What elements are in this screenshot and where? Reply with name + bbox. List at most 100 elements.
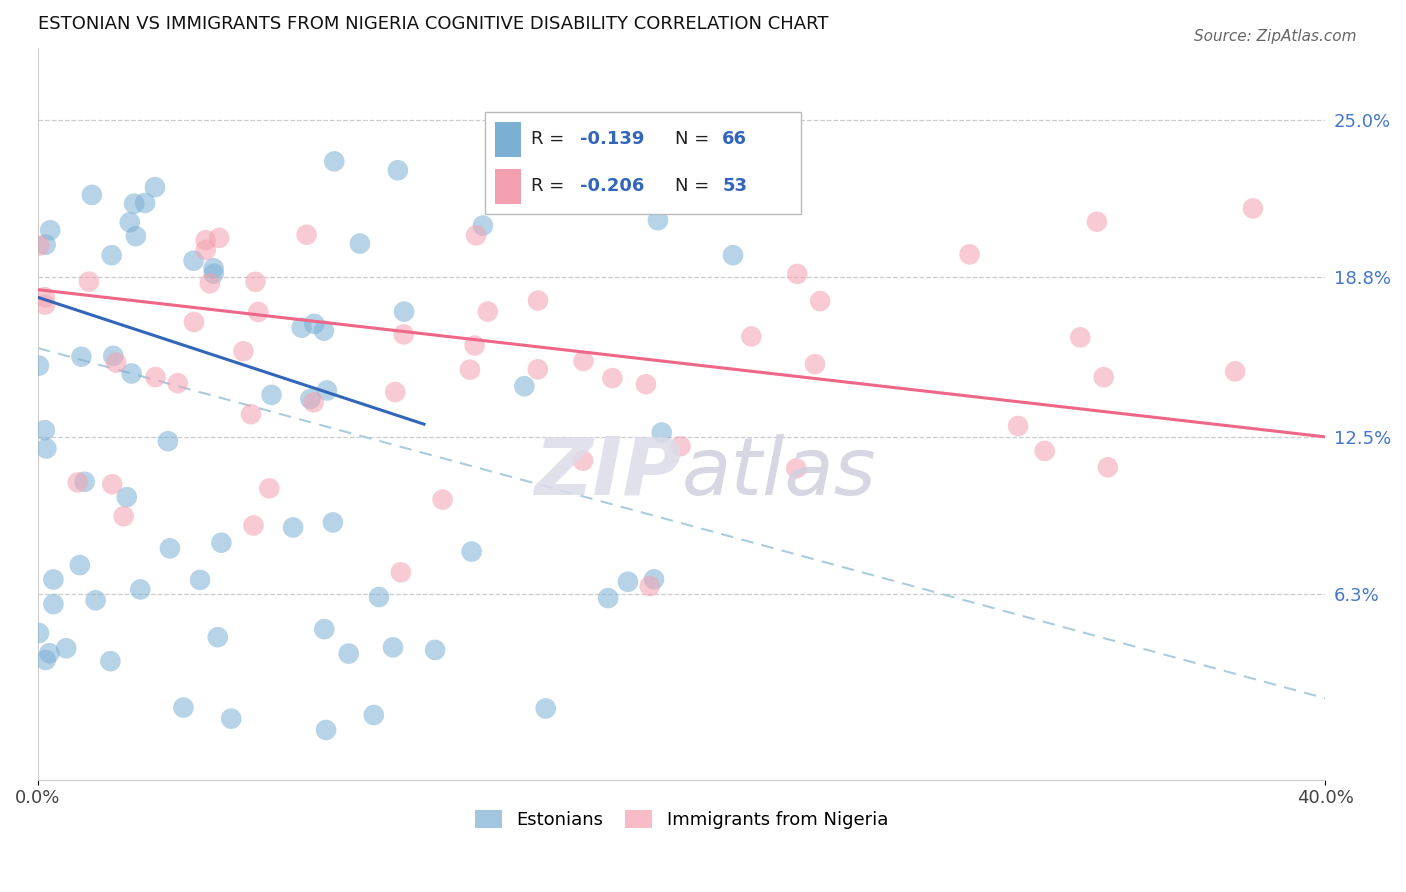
- Point: [785, 461, 807, 475]
- Point: [198, 277, 221, 291]
- Point: [156, 434, 179, 449]
- Point: [1097, 460, 1119, 475]
- Point: [381, 640, 404, 655]
- Text: 53: 53: [723, 178, 748, 195]
- Point: [432, 492, 454, 507]
- Point: [188, 573, 211, 587]
- Point: [323, 154, 346, 169]
- Point: [638, 579, 661, 593]
- Text: ZIP: ZIP: [534, 434, 682, 511]
- Point: [669, 439, 692, 453]
- Point: [232, 344, 254, 359]
- Point: [464, 338, 486, 352]
- Text: ESTONIAN VS IMMIGRANTS FROM NIGERIA COGNITIVE DISABILITY CORRELATION CHART: ESTONIAN VS IMMIGRANTS FROM NIGERIA COGN…: [38, 15, 828, 33]
- Point: [129, 582, 152, 597]
- Point: [316, 384, 339, 398]
- Point: [299, 392, 322, 406]
- Point: [134, 196, 156, 211]
- Point: [322, 516, 344, 530]
- Point: [100, 248, 122, 262]
- Point: [295, 227, 318, 242]
- Text: Source: ZipAtlas.com: Source: ZipAtlas.com: [1194, 29, 1357, 44]
- Point: [572, 453, 595, 467]
- Point: [304, 317, 326, 331]
- Point: [1085, 215, 1108, 229]
- Point: [337, 647, 360, 661]
- Point: [77, 275, 100, 289]
- Point: [477, 304, 499, 318]
- Point: [240, 407, 263, 421]
- Point: [1092, 370, 1115, 384]
- Point: [959, 247, 981, 261]
- Point: [634, 377, 657, 392]
- Point: [471, 219, 494, 233]
- Point: [392, 304, 415, 318]
- Point: [183, 253, 205, 268]
- Point: [392, 327, 415, 342]
- Point: [721, 248, 744, 262]
- Point: [125, 229, 148, 244]
- Point: [28, 626, 51, 640]
- Point: [808, 294, 831, 309]
- Point: [389, 566, 412, 580]
- Point: [315, 723, 337, 737]
- Point: [247, 305, 270, 319]
- Point: [121, 367, 143, 381]
- Point: [302, 395, 325, 409]
- Point: [242, 518, 264, 533]
- Point: [103, 349, 125, 363]
- Point: [35, 442, 58, 456]
- Text: R =: R =: [531, 178, 569, 195]
- Legend: Estonians, Immigrants from Nigeria: Estonians, Immigrants from Nigeria: [468, 803, 896, 837]
- Point: [1223, 364, 1246, 378]
- Point: [70, 350, 93, 364]
- Text: 66: 66: [723, 130, 748, 148]
- Point: [194, 233, 217, 247]
- Point: [209, 535, 232, 549]
- Text: atlas: atlas: [682, 434, 876, 511]
- Point: [460, 544, 482, 558]
- Point: [145, 370, 167, 384]
- Point: [260, 388, 283, 402]
- Point: [314, 622, 336, 636]
- Point: [219, 712, 242, 726]
- Text: -0.139: -0.139: [579, 130, 644, 148]
- Point: [465, 228, 488, 243]
- Point: [1069, 330, 1091, 344]
- Point: [527, 293, 550, 308]
- Point: [118, 215, 141, 229]
- Point: [105, 356, 128, 370]
- Point: [35, 653, 58, 667]
- Point: [384, 384, 406, 399]
- Point: [34, 423, 56, 437]
- Point: [572, 354, 595, 368]
- Point: [39, 223, 62, 237]
- Point: [207, 630, 229, 644]
- Point: [534, 701, 557, 715]
- Point: [66, 475, 89, 490]
- Text: R =: R =: [531, 130, 569, 148]
- Point: [115, 490, 138, 504]
- Point: [208, 231, 231, 245]
- Point: [202, 261, 225, 276]
- Bar: [495, 169, 522, 204]
- Text: N =: N =: [675, 130, 714, 148]
- Point: [786, 267, 808, 281]
- Point: [740, 329, 762, 343]
- Point: [34, 298, 56, 312]
- Point: [513, 379, 536, 393]
- Point: [598, 591, 620, 606]
- Point: [312, 324, 335, 338]
- Point: [458, 362, 481, 376]
- Point: [1007, 419, 1029, 434]
- Point: [28, 238, 51, 252]
- Point: [84, 593, 107, 607]
- Point: [202, 267, 225, 281]
- Point: [183, 315, 205, 329]
- Point: [245, 275, 267, 289]
- Point: [122, 196, 145, 211]
- Point: [647, 213, 669, 227]
- Point: [281, 520, 304, 534]
- Point: [1033, 444, 1056, 458]
- Point: [28, 359, 51, 373]
